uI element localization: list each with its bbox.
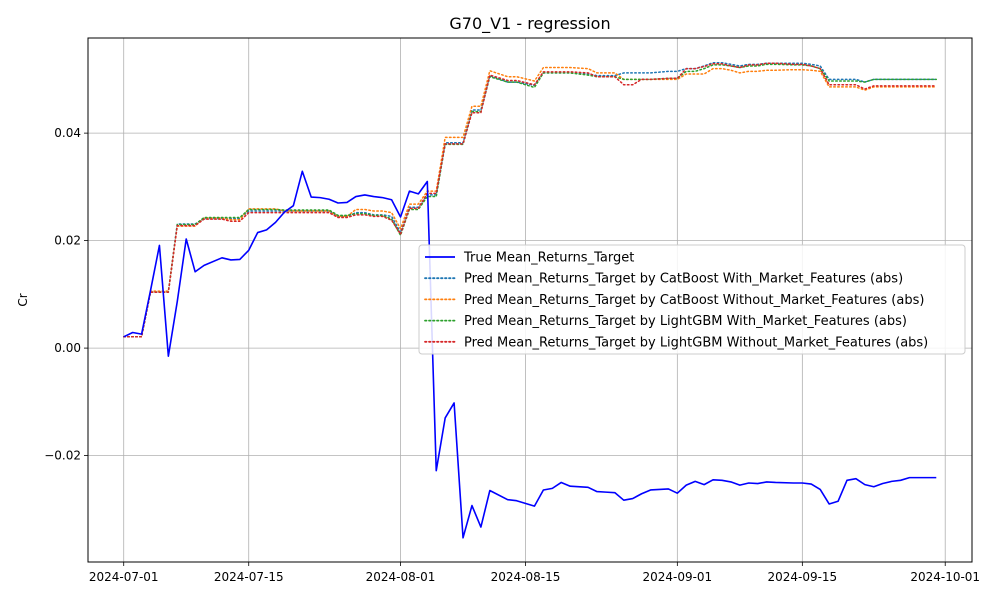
x-tick-label: 2024-07-01 xyxy=(89,570,159,584)
y-tick-label: −0.02 xyxy=(44,449,81,463)
x-tick-label: 2024-07-15 xyxy=(214,570,284,584)
series-line-3 xyxy=(122,63,938,338)
legend-label-3: Pred Mean_Returns_Target by LightGBM Wit… xyxy=(464,314,907,329)
series-lines xyxy=(122,61,938,539)
y-axis-label: Cr xyxy=(16,293,30,306)
x-tick-label: 2024-10-01 xyxy=(910,570,980,584)
x-tick-label: 2024-09-01 xyxy=(642,570,712,584)
legend: True Mean_Returns_Target Pred Mean_Return… xyxy=(418,244,966,355)
legend-label-4: Pred Mean_Returns_Target by LightGBM Wit… xyxy=(464,335,928,350)
legend-label-0: True Mean_Returns_Target xyxy=(463,251,634,266)
x-tick-label: 2024-08-15 xyxy=(491,570,561,584)
y-tick-label: 0.04 xyxy=(54,126,81,140)
y-tick-label: 0.02 xyxy=(54,234,81,248)
legend-label-1: Pred Mean_Returns_Target by CatBoost Wit… xyxy=(464,272,903,287)
series-line-1 xyxy=(122,61,938,338)
chart-title: G70_V1 - regression xyxy=(449,14,610,34)
series-line-4 xyxy=(122,62,938,338)
series-line-0 xyxy=(123,170,937,539)
y-tick-label: 0.00 xyxy=(54,341,81,355)
x-tick-label: 2024-08-01 xyxy=(366,570,436,584)
plot-frame xyxy=(87,37,973,563)
legend-frame xyxy=(418,244,966,355)
series-line-2 xyxy=(122,66,938,338)
axis-ticks: 2024-07-01 2024-07-15 2024-08-01 2024-08-15… xyxy=(44,126,980,584)
x-tick-label: 2024-09-15 xyxy=(767,570,837,584)
grid xyxy=(88,38,972,562)
legend-label-2: Pred Mean_Returns_Target by CatBoost Wit… xyxy=(464,293,924,308)
